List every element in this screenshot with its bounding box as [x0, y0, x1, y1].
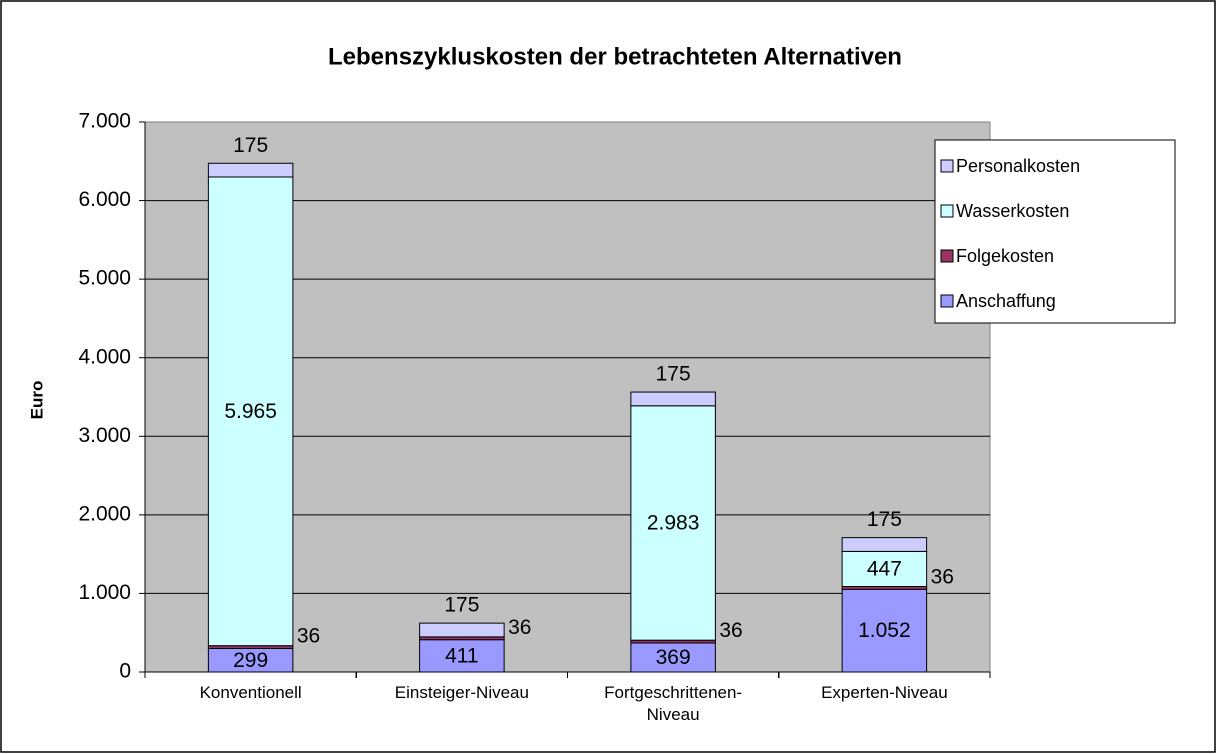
legend-label: Wasserkosten [956, 201, 1069, 221]
data-label: 299 [233, 649, 268, 672]
bar-segment [841, 550, 928, 588]
y-tick-label: 1.000 [78, 581, 131, 604]
legend-label: Folgekosten [956, 246, 1054, 266]
data-label: 175 [656, 363, 691, 386]
y-tick-label: 0 [119, 660, 131, 683]
legend-swatch [940, 159, 954, 173]
data-label: 1.052 [858, 619, 911, 642]
data-label: 175 [233, 134, 268, 157]
data-label: 2.983 [647, 512, 700, 535]
y-tick-label: 3.000 [78, 424, 131, 447]
legend-label: Personalkosten [956, 156, 1080, 176]
x-tick-label: Einsteiger-Niveau [394, 683, 529, 702]
data-label: 447 [867, 558, 902, 581]
bar-segment [630, 405, 716, 641]
x-tick-label: Konventionell [199, 683, 302, 702]
bar-segment [419, 639, 505, 673]
y-tick-label: 7.000 [78, 110, 131, 133]
x-tick-label: Experten-Niveau [821, 683, 948, 702]
y-tick-label: 2.000 [78, 502, 131, 525]
bar-segment [841, 588, 928, 673]
legend-box [934, 139, 1176, 324]
data-label: 5.965 [224, 400, 277, 423]
data-label: 175 [867, 508, 902, 531]
bar-segment [419, 622, 505, 638]
legend-swatch [940, 204, 954, 218]
legend-swatch [940, 294, 954, 308]
y-tick-label: 4.000 [78, 345, 131, 368]
chart-title: Lebenszykluskosten der betrachteten Alte… [328, 43, 902, 70]
y-axis-label: Euro [27, 381, 46, 420]
data-label: 36 [931, 565, 954, 588]
data-label: 36 [508, 616, 531, 639]
y-tick-label: 5.000 [78, 267, 131, 290]
data-label: 175 [444, 594, 479, 617]
bar-segment [841, 537, 928, 552]
data-label: 369 [656, 646, 691, 669]
data-label: 36 [719, 619, 742, 642]
data-label: 411 [445, 644, 478, 667]
bar-segment [207, 162, 294, 178]
data-label: 36 [297, 625, 320, 648]
legend-label: Anschaffung [956, 291, 1056, 311]
bar-segment [630, 642, 716, 673]
bar-segment [630, 391, 716, 407]
y-tick-label: 6.000 [78, 188, 131, 211]
legend-swatch [940, 249, 954, 263]
bar-segment [207, 176, 294, 647]
x-tick-label: Fortgeschrittenen-Niveau [604, 683, 743, 724]
